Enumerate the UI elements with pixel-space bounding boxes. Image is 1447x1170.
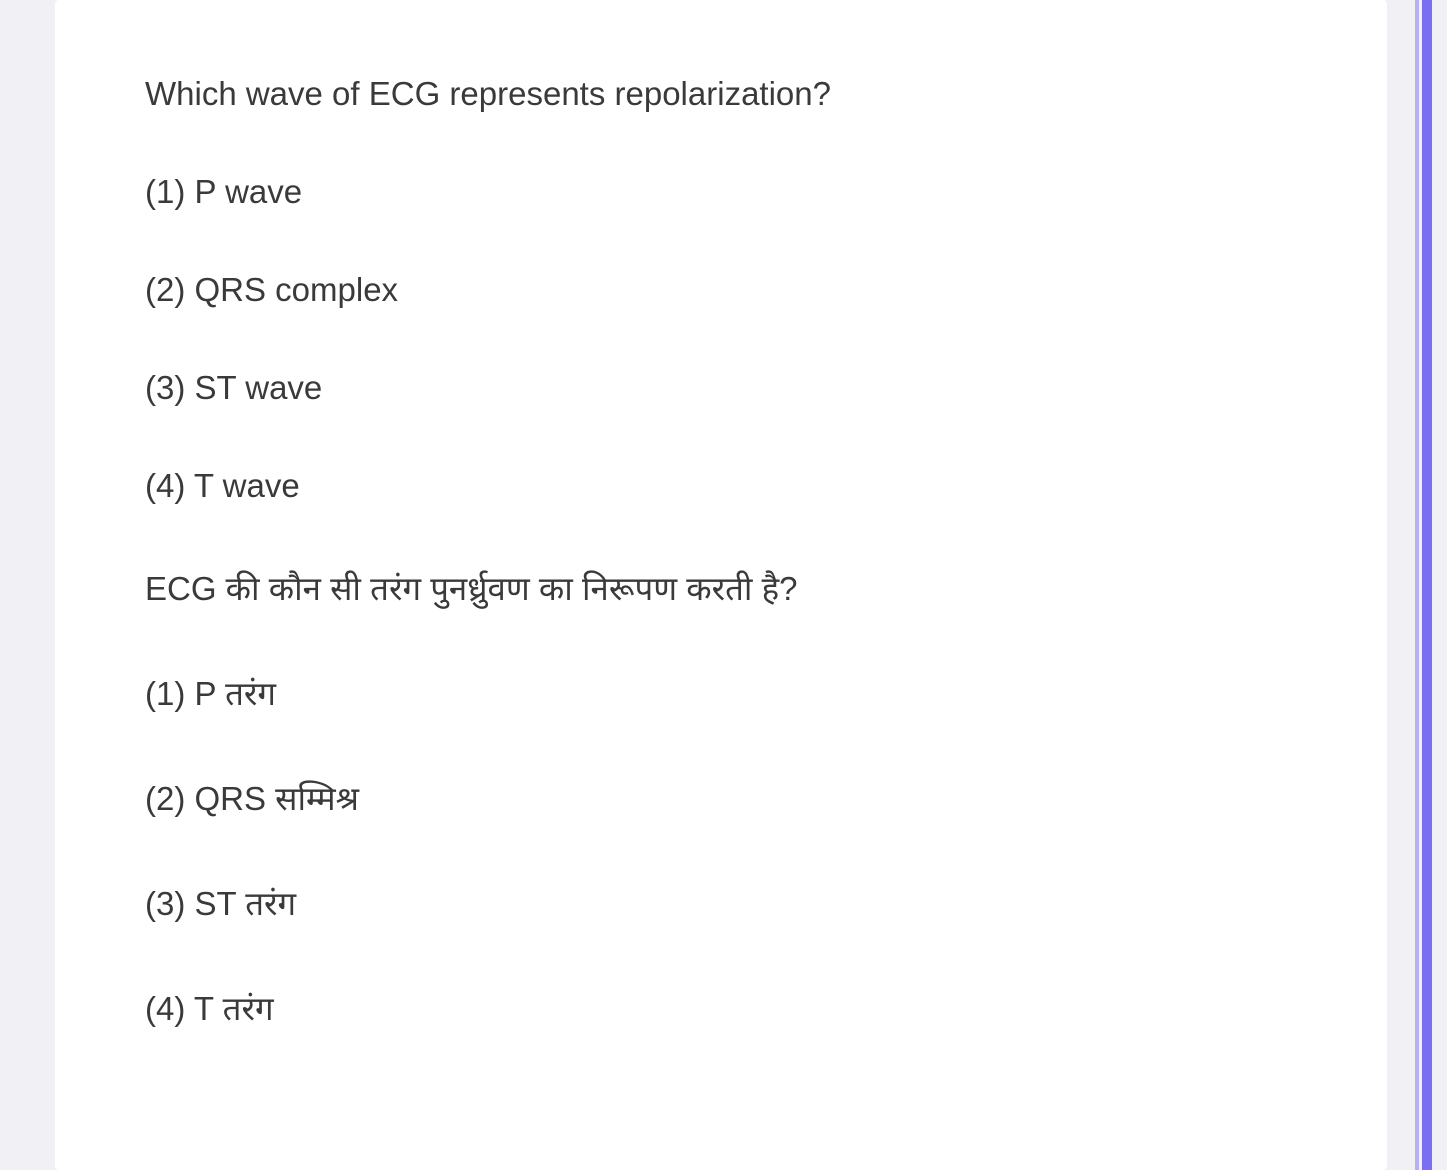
option-4-english[interactable]: (4) T wave bbox=[145, 467, 1297, 505]
accent-bar bbox=[1422, 0, 1432, 1170]
option-3-hindi[interactable]: (3) ST तरंग bbox=[145, 880, 1297, 925]
option-1-hindi[interactable]: (1) P तरंग bbox=[145, 670, 1297, 715]
question-text-hindi: ECG की कौन सी तरंग पुनर्ध्रुवण का निरूपण… bbox=[145, 565, 1297, 610]
option-2-hindi[interactable]: (2) QRS सम्मिश्र bbox=[145, 775, 1297, 820]
question-text-english: Which wave of ECG represents repolarizat… bbox=[145, 75, 1297, 113]
accent-bar-light bbox=[1415, 0, 1419, 1170]
option-4-hindi[interactable]: (4) T तरंग bbox=[145, 985, 1297, 1030]
option-2-english[interactable]: (2) QRS complex bbox=[145, 271, 1297, 309]
question-card: Which wave of ECG represents repolarizat… bbox=[55, 0, 1387, 1170]
option-1-english[interactable]: (1) P wave bbox=[145, 173, 1297, 211]
option-3-english[interactable]: (3) ST wave bbox=[145, 369, 1297, 407]
